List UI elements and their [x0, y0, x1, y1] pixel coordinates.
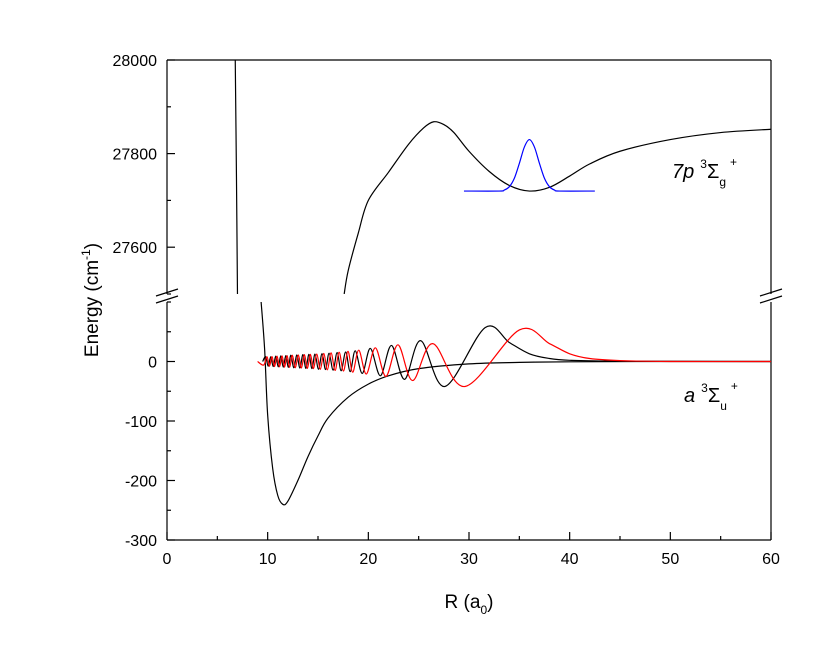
x-tick-label: 30 — [460, 551, 478, 568]
multiplicity: 3 — [701, 381, 708, 395]
x-label-subscript: 0 — [480, 603, 487, 617]
axis-frame — [166, 59, 772, 541]
y-label-text: Energy (cm — [82, 260, 103, 357]
y-tick-label: -100 — [125, 414, 157, 431]
multiplicity: 3 — [700, 157, 707, 171]
curve — [463, 138, 595, 192]
x-tick-label: 20 — [359, 551, 377, 568]
x-label-text: R (a — [445, 592, 481, 613]
y-label-superscript: -1 — [79, 249, 93, 260]
x-tick-label: 10 — [259, 551, 277, 568]
y-axis-label: Energy (cm-1) — [79, 243, 103, 357]
superscript: + — [731, 379, 738, 393]
y-tick-label: 28000 — [113, 53, 158, 70]
subscript: u — [720, 399, 727, 413]
annotation: 7p 3Σg + — [672, 155, 737, 189]
x-tick-label: 0 — [163, 551, 172, 568]
curve — [234, 60, 771, 294]
x-tick-label: 40 — [561, 551, 579, 568]
y-label-suffix: ) — [82, 243, 103, 249]
y-tick-label: -300 — [125, 533, 157, 550]
curve — [257, 327, 771, 388]
x-tick-label: 50 — [661, 551, 679, 568]
curve — [260, 302, 771, 506]
y-tick-label: -200 — [125, 474, 157, 491]
y-tick-label: 27800 — [113, 147, 158, 164]
symbol: Σ — [708, 385, 720, 407]
axis-break — [155, 288, 783, 304]
y-tick-label: 0 — [148, 355, 157, 372]
state: 7p — [672, 161, 694, 183]
plot-area — [234, 60, 771, 294]
plot-area — [257, 302, 771, 506]
state: a — [684, 385, 695, 407]
annotation: a 3Σu + — [684, 379, 738, 413]
x-tick-label: 60 — [762, 551, 780, 568]
superscript: + — [730, 155, 737, 169]
x-axis-label: R (a0) — [445, 592, 494, 617]
symbol: Σ — [707, 161, 719, 183]
subscript: g — [719, 175, 726, 189]
curve — [262, 325, 771, 388]
y-tick-label: 27600 — [113, 240, 158, 257]
x-label-suffix: ) — [487, 592, 493, 613]
